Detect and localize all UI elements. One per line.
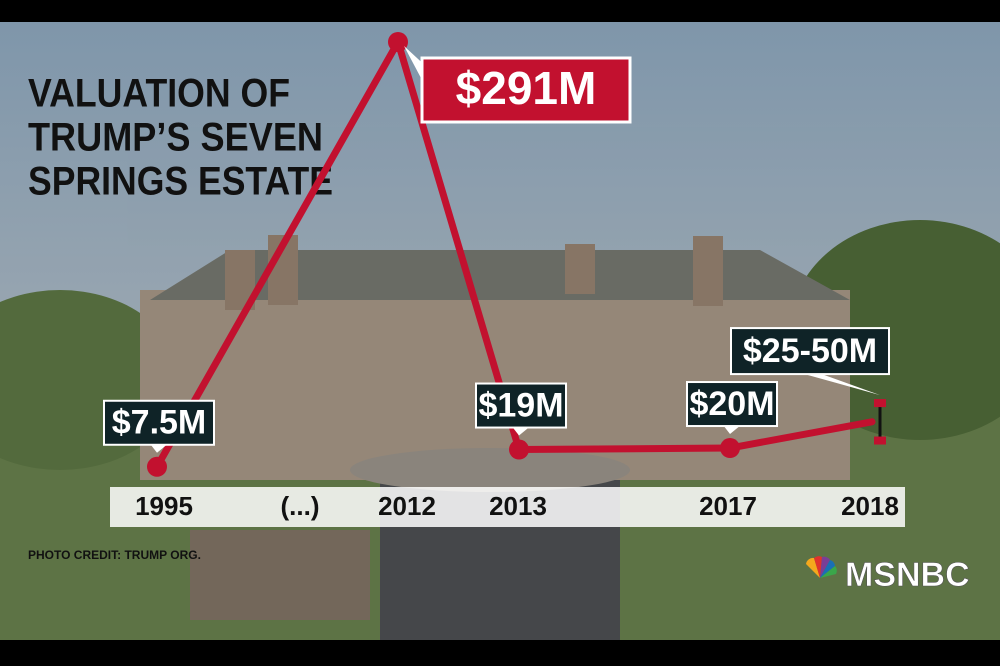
label-pointer xyxy=(723,425,741,435)
range-label: $25-50M xyxy=(743,332,877,370)
x-tick-label: 2013 xyxy=(489,491,547,521)
range-label-group: $25-50M xyxy=(730,327,890,396)
label-box xyxy=(475,382,567,429)
title-line: SPRINGS ESTATE xyxy=(28,160,333,204)
photo-credit: PHOTO CREDIT: TRUMP ORG. xyxy=(28,548,201,562)
axis-band xyxy=(110,487,905,527)
label-box xyxy=(730,327,890,376)
point xyxy=(388,32,408,52)
x-break-label: (...) xyxy=(281,491,320,521)
label-box xyxy=(686,381,778,428)
label-box xyxy=(103,399,215,446)
label-box xyxy=(420,56,632,124)
x-tick-label: 2012 xyxy=(378,491,436,521)
range-cap xyxy=(874,436,886,445)
data-label: $7.5M xyxy=(112,404,207,442)
range-cap xyxy=(874,399,886,408)
x-tick-label: 1995 xyxy=(135,491,193,521)
label-pointer xyxy=(512,426,530,436)
title-line: VALUATION OF xyxy=(28,72,290,116)
data-label-group: $19M xyxy=(475,382,567,436)
data-label: $19M xyxy=(478,387,563,425)
peak-label-group: $291M xyxy=(404,46,632,124)
point xyxy=(147,456,167,477)
point xyxy=(509,439,529,460)
network-logo: MSNBC xyxy=(806,556,970,594)
point xyxy=(720,438,740,459)
data-label: $20M xyxy=(689,385,774,423)
label-pointer xyxy=(150,443,168,453)
data-label: $291M xyxy=(456,62,597,114)
label-pointer xyxy=(801,373,880,396)
data-label-group: $7.5M xyxy=(103,399,215,453)
line xyxy=(153,33,731,469)
network-name: MSNBC xyxy=(845,556,970,594)
data-label-group: $20M xyxy=(686,381,778,435)
x-tick-label: 2017 xyxy=(699,491,757,521)
title-line: TRUMP’S SEVEN xyxy=(28,116,323,160)
range-connector xyxy=(726,418,876,452)
x-tick-label: 2018 xyxy=(841,491,899,521)
